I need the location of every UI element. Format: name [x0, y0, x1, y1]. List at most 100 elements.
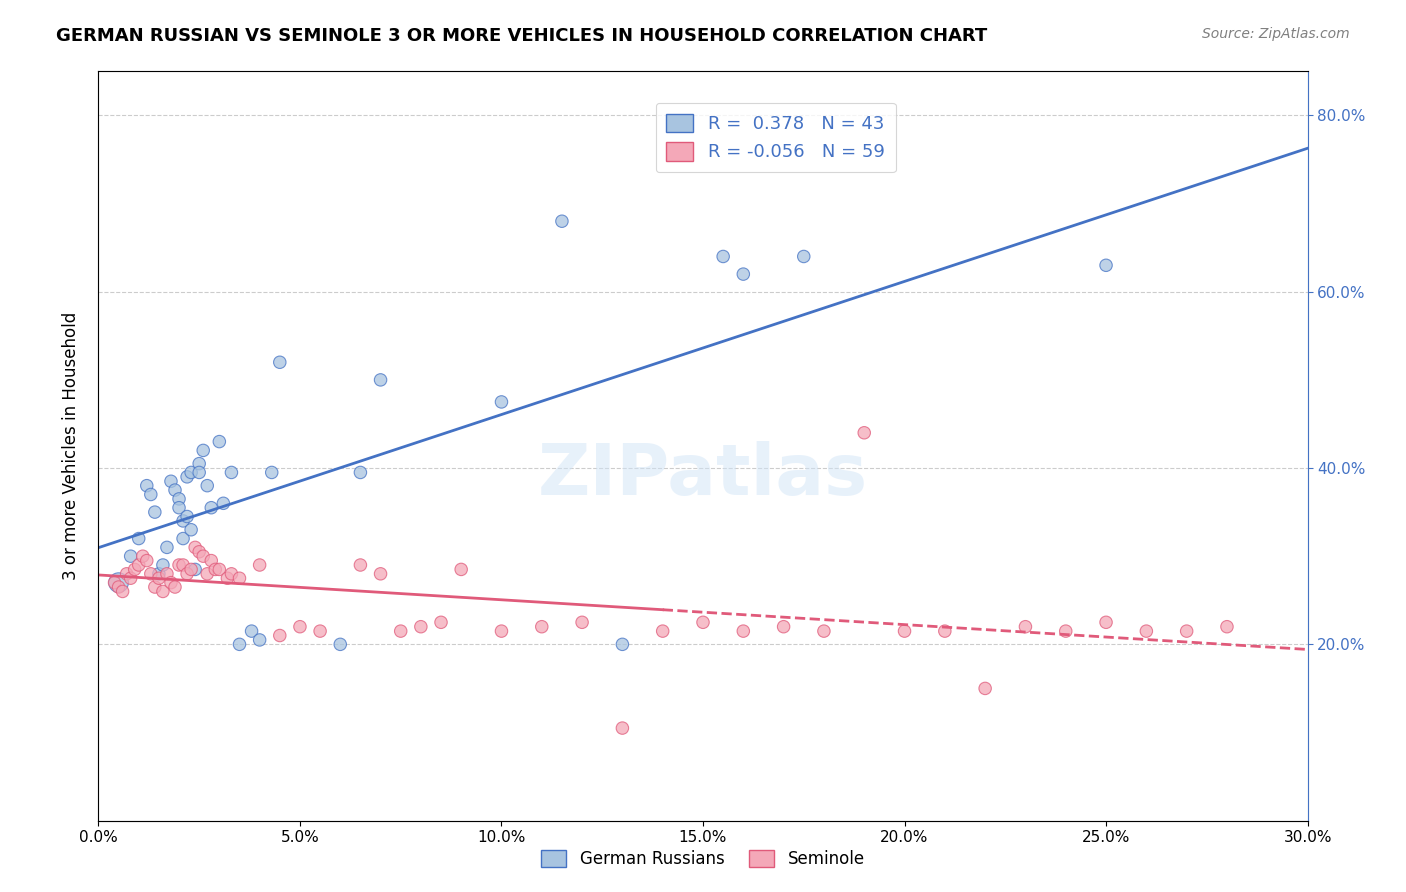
Point: [571, 615, 593, 630]
Point: [200, 500, 222, 515]
Point: [651, 624, 673, 639]
Point: [249, 632, 271, 647]
Point: [551, 214, 574, 228]
Point: [167, 558, 190, 572]
Point: [148, 566, 170, 581]
Point: [450, 562, 472, 576]
Point: [156, 566, 179, 581]
Point: [1054, 624, 1077, 639]
Point: [240, 624, 263, 639]
Point: [1014, 620, 1036, 634]
Point: [160, 575, 183, 590]
Point: [1135, 624, 1157, 639]
Point: [1216, 620, 1239, 634]
Point: [124, 562, 146, 576]
Point: [184, 562, 207, 576]
Point: [128, 532, 150, 546]
Point: [163, 580, 186, 594]
Point: [180, 466, 202, 480]
Point: [309, 624, 332, 639]
Point: [200, 553, 222, 567]
Point: [430, 615, 453, 630]
Point: [530, 620, 553, 634]
Point: [107, 575, 129, 590]
Legend: German Russians, Seminole: German Russians, Seminole: [534, 843, 872, 875]
Point: [152, 584, 174, 599]
Point: [135, 553, 157, 567]
Point: [288, 620, 311, 634]
Point: [208, 434, 231, 449]
Point: [893, 624, 915, 639]
Point: [180, 523, 202, 537]
Point: [160, 475, 183, 489]
Point: [370, 566, 392, 581]
Point: [793, 250, 815, 264]
Point: [349, 558, 371, 572]
Point: [692, 615, 714, 630]
Legend: R =  0.378   N = 43, R = -0.056   N = 59: R = 0.378 N = 43, R = -0.056 N = 59: [655, 103, 896, 172]
Point: [733, 267, 755, 281]
Point: [143, 505, 166, 519]
Point: [217, 571, 239, 585]
Point: [260, 466, 283, 480]
Point: [491, 395, 513, 409]
Point: [139, 566, 162, 581]
Text: GERMAN RUSSIAN VS SEMINOLE 3 OR MORE VEHICLES IN HOUSEHOLD CORRELATION CHART: GERMAN RUSSIAN VS SEMINOLE 3 OR MORE VEH…: [56, 27, 987, 45]
Point: [974, 681, 997, 696]
Point: [208, 562, 231, 576]
Point: [176, 470, 198, 484]
Point: [370, 373, 392, 387]
Point: [249, 558, 271, 572]
Point: [176, 509, 198, 524]
Point: [193, 549, 215, 564]
Point: [115, 566, 138, 581]
Point: [329, 637, 352, 651]
Point: [269, 355, 291, 369]
Point: [107, 580, 129, 594]
Point: [172, 532, 194, 546]
Point: [103, 575, 125, 590]
Point: [204, 562, 226, 576]
Point: [195, 478, 218, 492]
Point: [163, 483, 186, 497]
Point: [128, 558, 150, 572]
Point: [212, 496, 235, 510]
Point: [612, 721, 634, 735]
Point: [228, 571, 250, 585]
Point: [221, 466, 243, 480]
Point: [228, 637, 250, 651]
Point: [195, 566, 218, 581]
Point: [120, 571, 142, 585]
Point: [269, 628, 291, 642]
Text: ZIPatlas: ZIPatlas: [538, 442, 868, 510]
Point: [188, 466, 211, 480]
Point: [188, 457, 211, 471]
Point: [180, 562, 202, 576]
Text: Source: ZipAtlas.com: Source: ZipAtlas.com: [1202, 27, 1350, 41]
Point: [1095, 615, 1118, 630]
Point: [389, 624, 412, 639]
Point: [612, 637, 634, 651]
Point: [156, 541, 179, 555]
Point: [772, 620, 794, 634]
Point: [193, 443, 215, 458]
Point: [152, 558, 174, 572]
Point: [167, 500, 190, 515]
Y-axis label: 3 or more Vehicles in Household: 3 or more Vehicles in Household: [62, 312, 80, 580]
Point: [349, 466, 371, 480]
Point: [1175, 624, 1198, 639]
Point: [813, 624, 835, 639]
Point: [172, 514, 194, 528]
Point: [172, 558, 194, 572]
Point: [132, 549, 155, 564]
Point: [934, 624, 956, 639]
Point: [167, 491, 190, 506]
Point: [711, 250, 734, 264]
Point: [409, 620, 432, 634]
Point: [491, 624, 513, 639]
Point: [1095, 258, 1118, 272]
Point: [184, 541, 207, 555]
Point: [111, 584, 134, 599]
Point: [221, 566, 243, 581]
Point: [143, 580, 166, 594]
